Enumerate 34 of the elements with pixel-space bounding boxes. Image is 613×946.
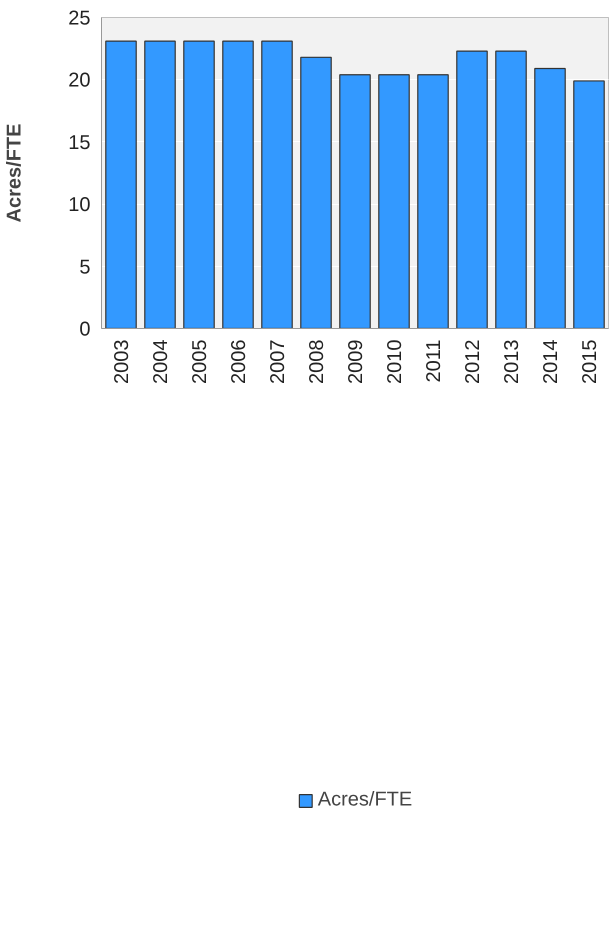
bar (417, 74, 449, 328)
x-tick-label: 2013 (501, 339, 523, 384)
x-tick-label: 2009 (345, 339, 367, 384)
x-tick-label: 2003 (111, 339, 133, 384)
bar (456, 50, 488, 328)
x-tick-label: 2006 (228, 339, 250, 384)
x-tick-label: 2005 (189, 339, 211, 384)
x-tick-label: 2007 (267, 339, 289, 384)
x-tick-label: 2008 (306, 339, 328, 384)
y-tick-label: 20 (68, 70, 91, 92)
bar (105, 40, 137, 328)
bar (534, 68, 566, 328)
bar (222, 40, 254, 328)
y-axis-title: Acres/FTE (3, 124, 26, 222)
x-tick-label: 2014 (540, 339, 562, 384)
y-tick-label: 0 (79, 318, 90, 340)
y-tick-label: 15 (68, 132, 91, 154)
bar (339, 74, 371, 328)
bar (495, 50, 527, 328)
legend-label: Acres/FTE (318, 788, 412, 812)
bar (144, 40, 176, 328)
bar (378, 74, 410, 328)
x-tick-label: 2010 (384, 339, 406, 384)
x-tick-label: 2011 (423, 339, 445, 383)
bar (573, 80, 605, 328)
bar (261, 40, 293, 328)
x-tick-label: 2004 (150, 339, 172, 384)
y-tick-label: 25 (68, 8, 91, 30)
bar (183, 40, 215, 328)
x-tick-label: 2015 (579, 339, 601, 384)
y-tick-label: 5 (79, 256, 90, 278)
bar (300, 56, 332, 328)
x-tick-label: 2012 (462, 339, 484, 384)
y-tick-label: 10 (68, 194, 91, 216)
